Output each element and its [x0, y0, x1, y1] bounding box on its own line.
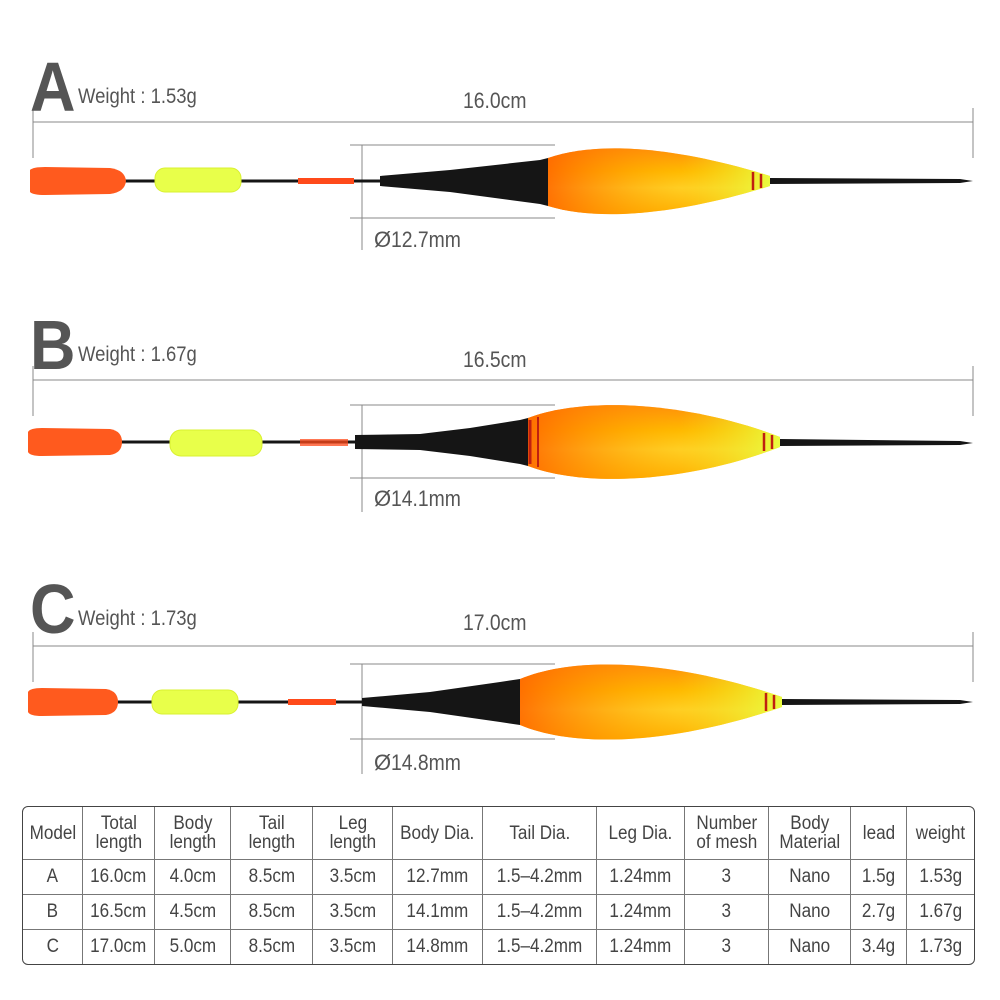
float-b-drawing	[28, 366, 974, 512]
table-row: C 17.0cm 5.0cm 8.5cm 3.5cm 14.8mm 1.5–4.…	[23, 930, 974, 964]
table-cell: 1.67g	[907, 895, 974, 930]
model-c-section: C Weight : 1.73g 17.0cm Ø14.8mm	[0, 524, 1000, 786]
table-header-cell: Tail length	[231, 807, 313, 860]
table-cell: B	[23, 895, 83, 930]
table-cell: 2.7g	[851, 895, 907, 930]
table-header-cell: Number of mesh	[685, 807, 769, 860]
table-header-cell: Tail Dia.	[483, 807, 597, 860]
table-cell: 14.8mm	[393, 930, 483, 964]
table-cell: 1.5–4.2mm	[483, 895, 597, 930]
tail-antenna	[782, 699, 973, 705]
table-cell: 1.5g	[851, 860, 907, 895]
table-header-row: Model Total length Body length Tail leng…	[23, 807, 974, 860]
body-diameter-label: Ø14.8mm	[374, 750, 462, 775]
table-cell: 1.53g	[907, 860, 974, 895]
table-cell: 5.0cm	[155, 930, 231, 964]
table-cell: 1.24mm	[597, 895, 685, 930]
orange-bead	[28, 428, 122, 456]
leg-orange-band	[288, 699, 336, 705]
tail-antenna	[770, 178, 973, 184]
tail-antenna	[780, 439, 973, 446]
table-cell: Nano	[769, 895, 851, 930]
weight-label: Weight : 1.53g	[78, 85, 197, 108]
table-cell: 16.0cm	[83, 860, 155, 895]
yellow-bead	[169, 429, 263, 457]
table-cell: 1.24mm	[597, 930, 685, 964]
table-cell: Nano	[769, 930, 851, 964]
model-b-section: B Weight : 1.67g 16.5cm Ø14.1mm	[0, 262, 1000, 524]
table-header-cell: Body Dia.	[393, 807, 483, 860]
stem-sleeve	[380, 158, 548, 206]
table-cell: 8.5cm	[231, 895, 313, 930]
total-length-label: 16.5cm	[463, 347, 527, 372]
table-row: B 16.5cm 4.5cm 8.5cm 3.5cm 14.1mm 1.5–4.…	[23, 895, 974, 930]
weight-label: Weight : 1.67g	[78, 343, 197, 366]
table-header-cell: Leg length	[313, 807, 393, 860]
table-cell: 4.0cm	[155, 860, 231, 895]
stem-sleeve	[362, 679, 520, 725]
table-cell: 1.5–4.2mm	[483, 930, 597, 964]
table-header-cell: Total length	[83, 807, 155, 860]
body-diameter-label: Ø14.1mm	[374, 486, 462, 511]
table-cell: 3	[685, 930, 769, 964]
table-cell: C	[23, 930, 83, 964]
model-a-section: A Weight : 1.53g 16.0cm Ø12.7mm	[0, 0, 1000, 262]
table-cell: 3.5cm	[313, 895, 393, 930]
table-row: A 16.0cm 4.0cm 8.5cm 3.5cm 12.7mm 1.5–4.…	[23, 860, 974, 895]
leg-orange-band	[298, 178, 354, 184]
model-letter: B	[30, 306, 75, 384]
table-cell: 14.1mm	[393, 895, 483, 930]
table-cell: 8.5cm	[231, 930, 313, 964]
table-cell: 8.5cm	[231, 860, 313, 895]
table-cell: 1.24mm	[597, 860, 685, 895]
yellow-bead	[151, 689, 239, 715]
spec-table: Model Total length Body length Tail leng…	[22, 806, 975, 965]
table-cell: 3	[685, 860, 769, 895]
model-letter: A	[30, 48, 75, 126]
table-cell: 16.5cm	[83, 895, 155, 930]
table-header-cell: Body length	[155, 807, 231, 860]
body-diameter-label: Ø12.7mm	[374, 227, 462, 252]
table-cell: 1.5–4.2mm	[483, 860, 597, 895]
table-cell: 3.5cm	[313, 860, 393, 895]
table-cell: 1.73g	[919, 936, 962, 957]
table-cell: A	[23, 860, 83, 895]
diameter-symbol-icon: Ø	[374, 486, 392, 511]
table-header-cell: Leg Dia.	[597, 807, 685, 860]
table-cell: 3.4g	[851, 930, 907, 964]
table-header-cell: weight	[907, 807, 974, 860]
table-cell: 3	[685, 895, 769, 930]
model-letter: C	[30, 570, 75, 648]
yellow-bead	[154, 167, 242, 193]
table-cell: 3.5cm	[313, 930, 393, 964]
table-header-cell: lead	[851, 807, 907, 860]
table-header-cell: Body Material	[769, 807, 851, 860]
table-cell: 12.7mm	[393, 860, 483, 895]
table-header-cell: Model	[23, 807, 83, 860]
float-a-drawing	[30, 108, 974, 250]
orange-bead	[30, 167, 126, 195]
float-c-drawing	[28, 632, 974, 774]
orange-bead	[28, 688, 118, 716]
diameter-symbol-icon: Ø	[374, 750, 392, 775]
stem-sleeve	[355, 418, 528, 466]
weight-label: Weight : 1.73g	[78, 607, 197, 630]
table-cell: Nano	[769, 860, 851, 895]
total-length-label: 17.0cm	[463, 610, 527, 635]
diameter-symbol-icon: Ø	[374, 227, 392, 252]
table-cell: 4.5cm	[155, 895, 231, 930]
leg-orange-band	[300, 439, 348, 446]
total-length-label: 16.0cm	[463, 88, 527, 113]
table-cell: 17.0cm	[83, 930, 155, 964]
